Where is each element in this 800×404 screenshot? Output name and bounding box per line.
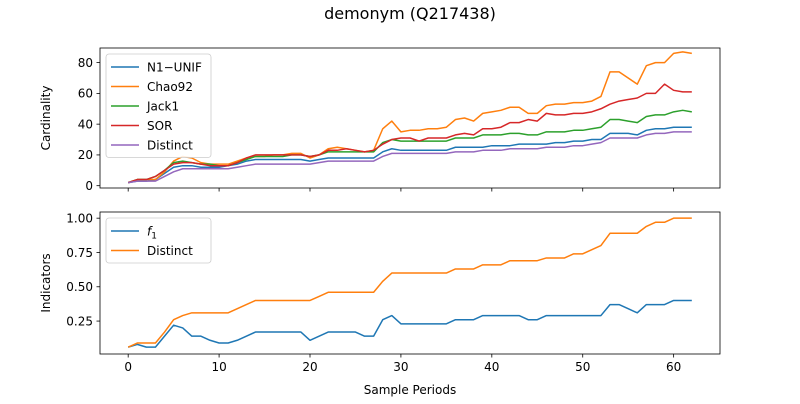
- series-line-sor: [127, 83, 692, 184]
- series-line-chao92: [127, 51, 692, 184]
- x-tick-label: 20: [302, 360, 317, 374]
- y-tick-label: 60: [78, 87, 93, 101]
- legend-label-distinct: Distinct: [147, 244, 193, 258]
- y-tick-label: 0: [85, 179, 93, 193]
- plot-frame: [99, 211, 721, 355]
- plot-frame: [99, 47, 721, 189]
- x-axis-label: Sample Periods: [364, 383, 456, 397]
- x-tick-label: 40: [484, 360, 499, 374]
- x-tick-label: 50: [575, 360, 590, 374]
- series-line-distinct: [128, 131, 692, 184]
- x-tick-label: 30: [393, 360, 408, 374]
- legend-label-distinct: Distinct: [147, 139, 193, 153]
- figure-title: demonym (Q217438): [324, 4, 496, 23]
- y-tick-label: 1.00: [66, 211, 93, 225]
- x-tick-label: 0: [124, 360, 132, 374]
- series-line-jack1: [127, 109, 692, 184]
- indicators-panel: 0 10 20 30 40 50 60 0.25 0.50 0.75 1.00 Indicators S…: [39, 211, 721, 397]
- y-tick-label: 40: [78, 117, 93, 131]
- x-tick-label: 10: [211, 360, 226, 374]
- series-line-distinct: [127, 217, 692, 348]
- y-tick-label: 0.50: [66, 280, 93, 294]
- legend-label-jack1: Jack1: [146, 100, 179, 114]
- y-tick-label: 0.75: [66, 246, 93, 260]
- series-line-f1: [127, 299, 692, 348]
- legend-label-sor: SOR: [147, 119, 172, 133]
- x-tick-label: 60: [666, 360, 681, 374]
- legend-label-chao92: Chao92: [147, 80, 193, 94]
- legend-box: [105, 217, 212, 264]
- y-tick-label: 20: [78, 148, 93, 162]
- y-tick-label: 0.25: [66, 314, 93, 328]
- y-tick-label: 80: [78, 56, 93, 70]
- legend-box: [105, 53, 212, 158]
- legend-label-n1-unif: N1−UNIF: [147, 61, 202, 75]
- y-axis-label: Cardinality: [39, 86, 53, 151]
- series-line-n1-unif: [128, 126, 692, 184]
- legend-label-f1: f1: [147, 225, 157, 242]
- y-axis-label: Indicators: [39, 253, 53, 312]
- cardinality-panel: 0 20 40 60 80 Cardinality N1−UNIF Chao92 Jack1 SO…: [39, 47, 721, 193]
